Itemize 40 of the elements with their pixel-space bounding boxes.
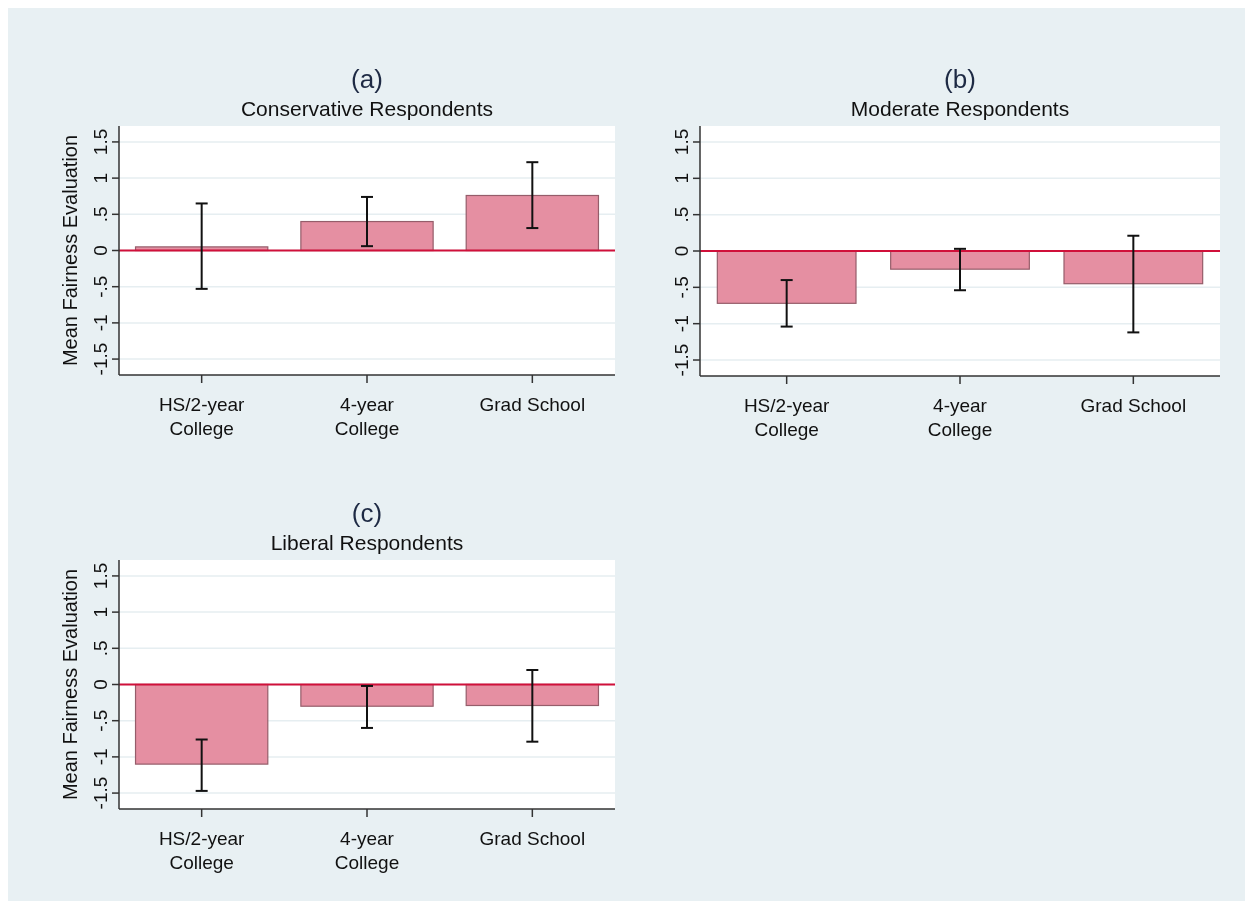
- y-axis-title: Mean Fairness Evaluation: [59, 568, 81, 801]
- chart-title: (c): [351, 498, 383, 528]
- chart-subtitle: Moderate Respondents: [850, 97, 1070, 120]
- y-tick-label: -1: [90, 314, 111, 332]
- x-tick-label: HS/2-year College: [158, 394, 246, 439]
- y-tick-label: -.5: [90, 709, 111, 732]
- chart-subtitle: Liberal Respondents: [270, 531, 464, 554]
- y-tick-label: 1.5: [90, 562, 111, 590]
- x-tick-label: 4-year College: [334, 828, 400, 873]
- y-tick-label: -1: [671, 315, 692, 333]
- x-tick-label: 4-year College: [334, 394, 400, 439]
- chart-title: (b): [944, 64, 976, 94]
- y-tick-label: 1: [671, 173, 692, 184]
- x-tick-label: Grad School: [479, 394, 586, 415]
- y-tick-label: .5: [90, 206, 111, 223]
- y-tick-label: -1.5: [671, 343, 692, 377]
- x-tick-label: 4-year College: [927, 395, 993, 440]
- x-tick-label: Grad School: [1080, 395, 1187, 416]
- x-tick-label: HS/2-year College: [158, 828, 246, 873]
- y-tick-label: -.5: [90, 275, 111, 298]
- chart-title: (a): [351, 64, 383, 94]
- y-tick-label: .5: [671, 206, 692, 223]
- y-tick-label: -1.5: [90, 342, 111, 376]
- y-tick-label: 1: [90, 606, 111, 618]
- bar: [465, 194, 600, 252]
- y-tick-label: 1.5: [90, 128, 111, 156]
- y-tick-label: -1.5: [90, 776, 111, 810]
- y-tick-label: 0: [90, 679, 111, 690]
- x-tick-label: Grad School: [479, 828, 586, 849]
- x-tick-label: HS/2-year College: [743, 395, 831, 440]
- y-tick-label: -.5: [671, 276, 692, 299]
- chart-subtitle: Conservative Respondents: [240, 97, 494, 120]
- y-tick-label: .5: [90, 640, 111, 657]
- y-tick-label: 1.5: [671, 128, 692, 156]
- y-tick-label: 1: [90, 172, 111, 184]
- y-tick-label: 0: [90, 245, 111, 256]
- y-tick-label: 0: [671, 245, 692, 257]
- y-tick-label: -1: [90, 748, 111, 766]
- bar: [300, 220, 434, 252]
- y-axis-title: Mean Fairness Evaluation: [59, 134, 81, 367]
